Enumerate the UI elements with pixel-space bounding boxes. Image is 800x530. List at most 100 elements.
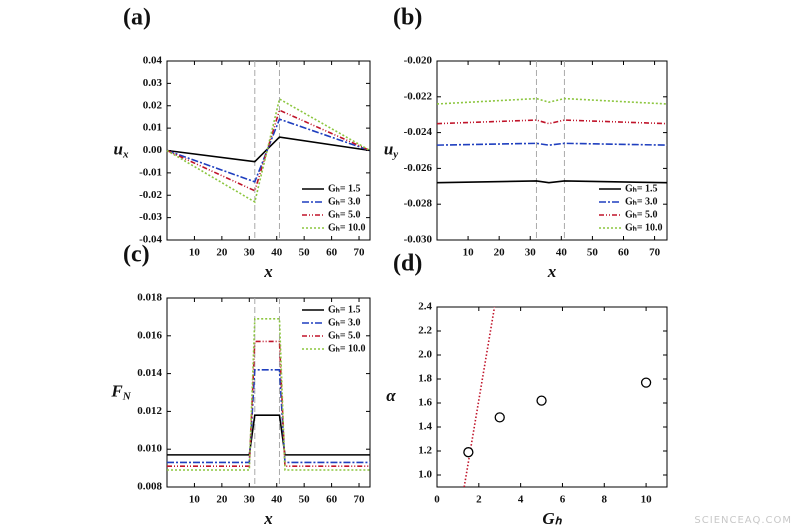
x-axis-label: x (547, 262, 557, 281)
y-axis-label-main: u (384, 139, 393, 158)
x-tick-label: 60 (326, 494, 338, 506)
plot-frame (166, 297, 371, 488)
y-tick-label: 0.016 (137, 329, 162, 341)
panel-title: (a) (123, 5, 151, 31)
y-tick-label: 1.2 (418, 445, 432, 457)
y-tick-label: 0.010 (137, 443, 162, 455)
legend-label: Gₕ= 1.5 (328, 183, 361, 194)
legend-label: Gₕ= 1.5 (625, 183, 658, 194)
y-tick-label: -0.022 (404, 90, 433, 102)
data-point (536, 395, 547, 406)
y-tick-label: 1.4 (418, 421, 432, 433)
plot-frame (436, 306, 668, 488)
x-tick-label: 60 (618, 247, 630, 259)
panel-title: (c) (123, 242, 150, 268)
y-tick-label: 0.008 (137, 481, 162, 493)
legend-label: Gₕ= 3.0 (328, 196, 361, 207)
x-tick-label: 4 (518, 494, 524, 506)
x-tick-label: 40 (271, 247, 283, 259)
x-tick-label: 60 (326, 247, 338, 259)
y-tick-label: -0.026 (404, 162, 433, 174)
y-axis-label-main: u (114, 139, 123, 158)
x-axis-label: x (263, 262, 273, 281)
legend-label: Gₕ= 5.0 (328, 330, 361, 341)
panel-title: (d) (393, 251, 422, 277)
x-tick-label: 40 (556, 247, 568, 259)
x-tick-label: 10 (189, 247, 201, 259)
y-axis-label-main: α (386, 386, 396, 405)
y-axis-label-sub: N (122, 390, 132, 402)
y-axis-label-sub: x (122, 148, 129, 160)
y-tick-label: 2.2 (418, 325, 432, 337)
fit-line (463, 306, 496, 488)
series-line (436, 119, 668, 125)
x-tick-label: 30 (244, 247, 256, 259)
x-tick-label: 70 (354, 494, 366, 506)
y-tick-label: 0.00 (143, 144, 163, 156)
y-tick-label: 2.0 (418, 349, 432, 361)
y-axis-label-main: F (110, 381, 123, 400)
x-tick-label: 20 (216, 247, 228, 259)
series-line (436, 180, 668, 184)
legend-label: Gₕ= 5.0 (625, 209, 658, 220)
x-tick-label: 20 (494, 247, 506, 259)
x-tick-label: 10 (641, 494, 653, 506)
y-axis-label: ux (114, 139, 129, 160)
data-point (463, 447, 474, 458)
series-line (167, 369, 370, 464)
x-tick-label: 0 (434, 494, 440, 506)
y-axis-label-sub: y (391, 148, 398, 160)
legend-label: Gₕ= 10.0 (328, 343, 366, 354)
x-tick-label: 8 (602, 494, 608, 506)
x-tick-label: 2 (476, 494, 482, 506)
y-tick-label: -0.024 (404, 126, 433, 138)
legend-label: Gₕ= 5.0 (328, 209, 361, 220)
panel-title: (b) (393, 5, 422, 31)
y-tick-label: -0.03 (139, 211, 162, 223)
series-line (166, 109, 371, 192)
series-line (436, 142, 668, 146)
y-tick-label: 1.0 (418, 469, 432, 481)
series-line (167, 340, 370, 468)
y-axis-label: FN (110, 381, 131, 402)
x-tick-label: 50 (299, 247, 311, 259)
x-tick-label: 70 (354, 247, 366, 259)
x-tick-label: 70 (649, 247, 661, 259)
plot-frame (436, 60, 668, 241)
y-tick-label: -0.030 (404, 234, 433, 246)
x-tick-label: 30 (244, 494, 256, 506)
x-tick-label: 30 (525, 247, 537, 259)
x-tick-label: 6 (560, 494, 566, 506)
y-tick-label: -0.04 (139, 234, 162, 246)
y-tick-label: -0.028 (404, 198, 433, 210)
series-line (167, 414, 370, 456)
x-tick-label: 10 (189, 494, 201, 506)
x-axis-label: x (263, 509, 273, 528)
legend-label: Gₕ= 10.0 (625, 222, 663, 233)
y-tick-label: 0.014 (137, 367, 162, 379)
y-tick-label: -0.020 (404, 55, 433, 67)
legend-label: Gₕ= 3.0 (625, 196, 658, 207)
data-point (640, 377, 652, 388)
x-tick-label: 50 (587, 247, 599, 259)
series-line (167, 317, 370, 471)
y-tick-label: 1.6 (418, 397, 432, 409)
y-tick-label: 0.04 (143, 55, 163, 67)
y-tick-label: 0.03 (143, 77, 163, 89)
y-tick-label: 0.012 (137, 405, 162, 417)
y-axis-label: uy (384, 139, 398, 160)
y-tick-label: 1.8 (418, 373, 432, 385)
series-line (166, 118, 371, 183)
legend-label: Gₕ= 1.5 (328, 304, 361, 315)
y-tick-label: -0.01 (139, 166, 162, 178)
y-tick-label: 0.018 (137, 292, 162, 304)
x-tick-label: 50 (299, 494, 311, 506)
y-tick-label: 2.4 (418, 301, 432, 313)
legend-label: Gₕ= 3.0 (328, 317, 361, 328)
watermark: SCIENCEAQ.COM (694, 515, 792, 526)
x-tick-label: 40 (271, 494, 283, 506)
series-line (436, 97, 668, 105)
data-point (494, 412, 505, 423)
x-tick-label: 20 (216, 494, 228, 506)
